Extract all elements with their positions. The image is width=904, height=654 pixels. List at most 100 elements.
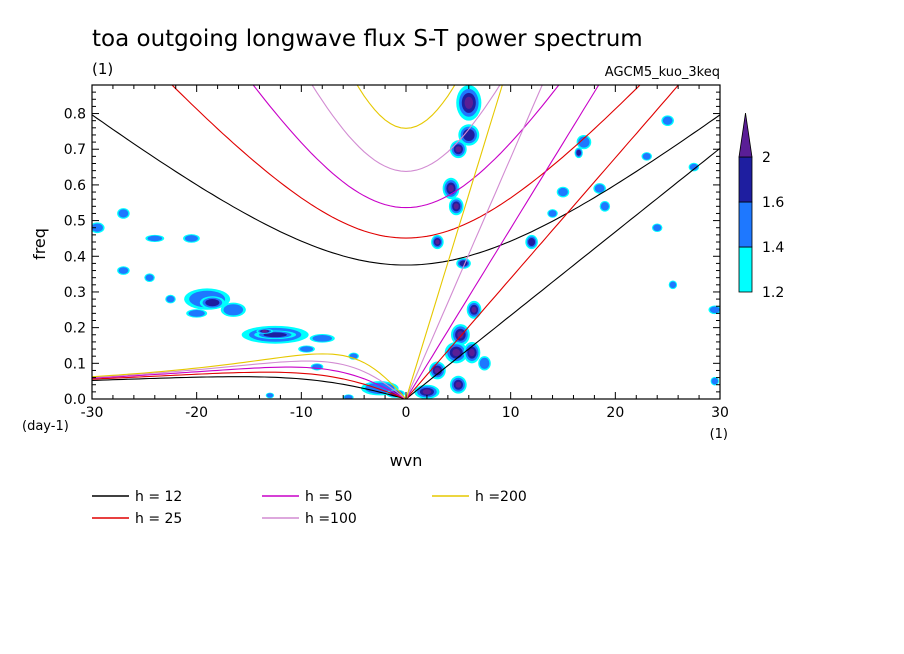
dispersion-curve-200 [405, 85, 503, 399]
spectral-blob [642, 153, 651, 160]
y-tick-label: 0.0 [64, 392, 86, 408]
x-axis-label: wvn [390, 451, 423, 470]
spectral-blob [344, 394, 353, 399]
colorbar-extend-triangle [738, 112, 753, 158]
dispersion-curve-50 [252, 85, 560, 209]
colorbar-label: 1.4 [762, 240, 784, 256]
spectral-blob [118, 267, 129, 274]
dispersion-curve-25 [171, 85, 641, 239]
dispersion-curve-50 [405, 85, 600, 399]
dispersion-curve-25 [405, 85, 680, 399]
spectral-blob [709, 306, 720, 314]
spectral-blob [653, 224, 662, 232]
y-axis-label: freq [30, 228, 49, 260]
x-tick-label: 10 [502, 405, 520, 421]
y-tick-label: 0.4 [64, 249, 86, 265]
legend-label: h =100 [305, 511, 357, 527]
spectral-blob [147, 235, 163, 242]
y-tick-label: 0.5 [64, 214, 86, 230]
dispersion-curve-100 [311, 85, 501, 172]
spectral-blob [558, 187, 568, 197]
spectral-blob [448, 184, 454, 193]
spectral-blob [471, 306, 477, 313]
spectral-blob [528, 238, 536, 246]
spectral-blob [457, 331, 464, 339]
spectral-blob [188, 310, 205, 317]
spectral-blob [223, 304, 244, 316]
spectral-blob [118, 209, 129, 218]
colorbar-label: 2 [762, 150, 771, 166]
spectral-blob [145, 274, 154, 282]
spectral-blob [464, 96, 474, 109]
colorbar-label: 1.6 [762, 195, 784, 211]
spectral-blob [479, 357, 490, 369]
spectral-blob [422, 389, 432, 395]
spectral-blob [669, 281, 677, 289]
spectral-blob [92, 223, 103, 232]
x-axis-units: (1) [710, 427, 728, 442]
legend: h = 12 h = 25 h = 50 h =100 h =200 [92, 489, 527, 527]
spectral-blob [434, 367, 441, 374]
y-axis-units: (day-1) [22, 419, 69, 434]
spectral-blob [576, 149, 582, 156]
x-tick-label: -20 [185, 405, 208, 421]
dispersion-curve-50 [92, 366, 407, 399]
colorbar: 1.2 1.4 1.6 2 [738, 112, 784, 301]
dispersion-curve-12 [405, 147, 720, 399]
colorbar-segment [738, 201, 753, 248]
dispersion-curve-12 [92, 376, 407, 399]
dispersion-curve-200 [356, 85, 456, 129]
dispersion-curve-12 [92, 114, 720, 266]
dispersion-curve-100 [92, 360, 407, 399]
colorbar-label: 1.2 [762, 285, 784, 301]
x-tick-label: 30 [711, 405, 729, 421]
spectral-blob [578, 136, 590, 148]
spectral-blob [312, 335, 333, 342]
plot-frame [91, 84, 721, 400]
chart-title: toa outgoing longwave flux S-T power spe… [92, 26, 643, 52]
experiment-label: AGCM5_kuo_3keq [605, 65, 720, 80]
spectral-blob [689, 163, 698, 171]
spectral-blob [166, 295, 175, 303]
spectral-blob [469, 348, 475, 357]
x-tick-label: -30 [81, 405, 104, 421]
spectral-blob [261, 329, 268, 333]
legend-label: h = 25 [135, 511, 182, 527]
dispersion-curve-200 [92, 353, 407, 399]
title-units: (1) [92, 60, 113, 78]
y-tick-label: 0.8 [64, 107, 86, 123]
spectral-blob [594, 184, 605, 193]
legend-label: h = 50 [305, 489, 352, 505]
spectral-blob [263, 332, 287, 338]
spectral-blob [462, 128, 475, 141]
dispersion-curve-25 [92, 371, 407, 399]
colorbar-segment [738, 156, 753, 203]
legend-label: h =200 [475, 489, 527, 505]
spectral-blob [455, 146, 462, 153]
spectral-blob [266, 393, 274, 398]
x-tick-label: -10 [290, 405, 313, 421]
axis-ticks: -30 -20 -10 0 10 20 30 0.0 0.1 0.2 0.3 0.4 0.5 0.6 0.7… [64, 85, 729, 421]
y-tick-label: 0.6 [64, 178, 86, 194]
spectral-blob [455, 381, 462, 388]
spectral-power-contours [92, 85, 720, 399]
legend-label: h = 12 [135, 489, 182, 505]
x-tick-label: 20 [606, 405, 624, 421]
spectral-blob [548, 210, 557, 217]
dispersion-curve-100 [405, 85, 543, 399]
spectral-blob [600, 202, 609, 211]
y-tick-label: 0.3 [64, 285, 86, 301]
spectral-blob [435, 239, 440, 245]
spectral-blob [452, 348, 461, 357]
y-tick-label: 0.7 [64, 142, 86, 158]
y-tick-label: 0.2 [64, 321, 86, 337]
spectral-blob [300, 346, 314, 352]
dispersion-curves [92, 85, 720, 399]
x-tick-label: 0 [402, 405, 411, 421]
y-tick-label: 0.1 [64, 356, 86, 372]
spectral-blob [662, 116, 673, 125]
spectral-blob [453, 203, 459, 210]
spectral-blob [711, 377, 719, 385]
spectral-blob [205, 299, 220, 307]
